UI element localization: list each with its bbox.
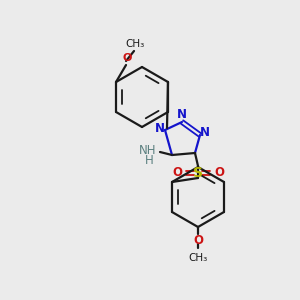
Text: CH₃: CH₃	[125, 39, 145, 49]
Text: N: N	[177, 109, 187, 122]
Text: S: S	[193, 166, 203, 180]
Text: N: N	[155, 122, 165, 134]
Text: O: O	[193, 235, 203, 248]
Text: H: H	[145, 154, 153, 166]
Text: NH: NH	[139, 145, 157, 158]
Text: O: O	[122, 53, 132, 63]
Text: CH₃: CH₃	[188, 253, 208, 263]
Text: O: O	[172, 167, 182, 179]
Text: N: N	[200, 127, 210, 140]
Text: O: O	[214, 167, 224, 179]
